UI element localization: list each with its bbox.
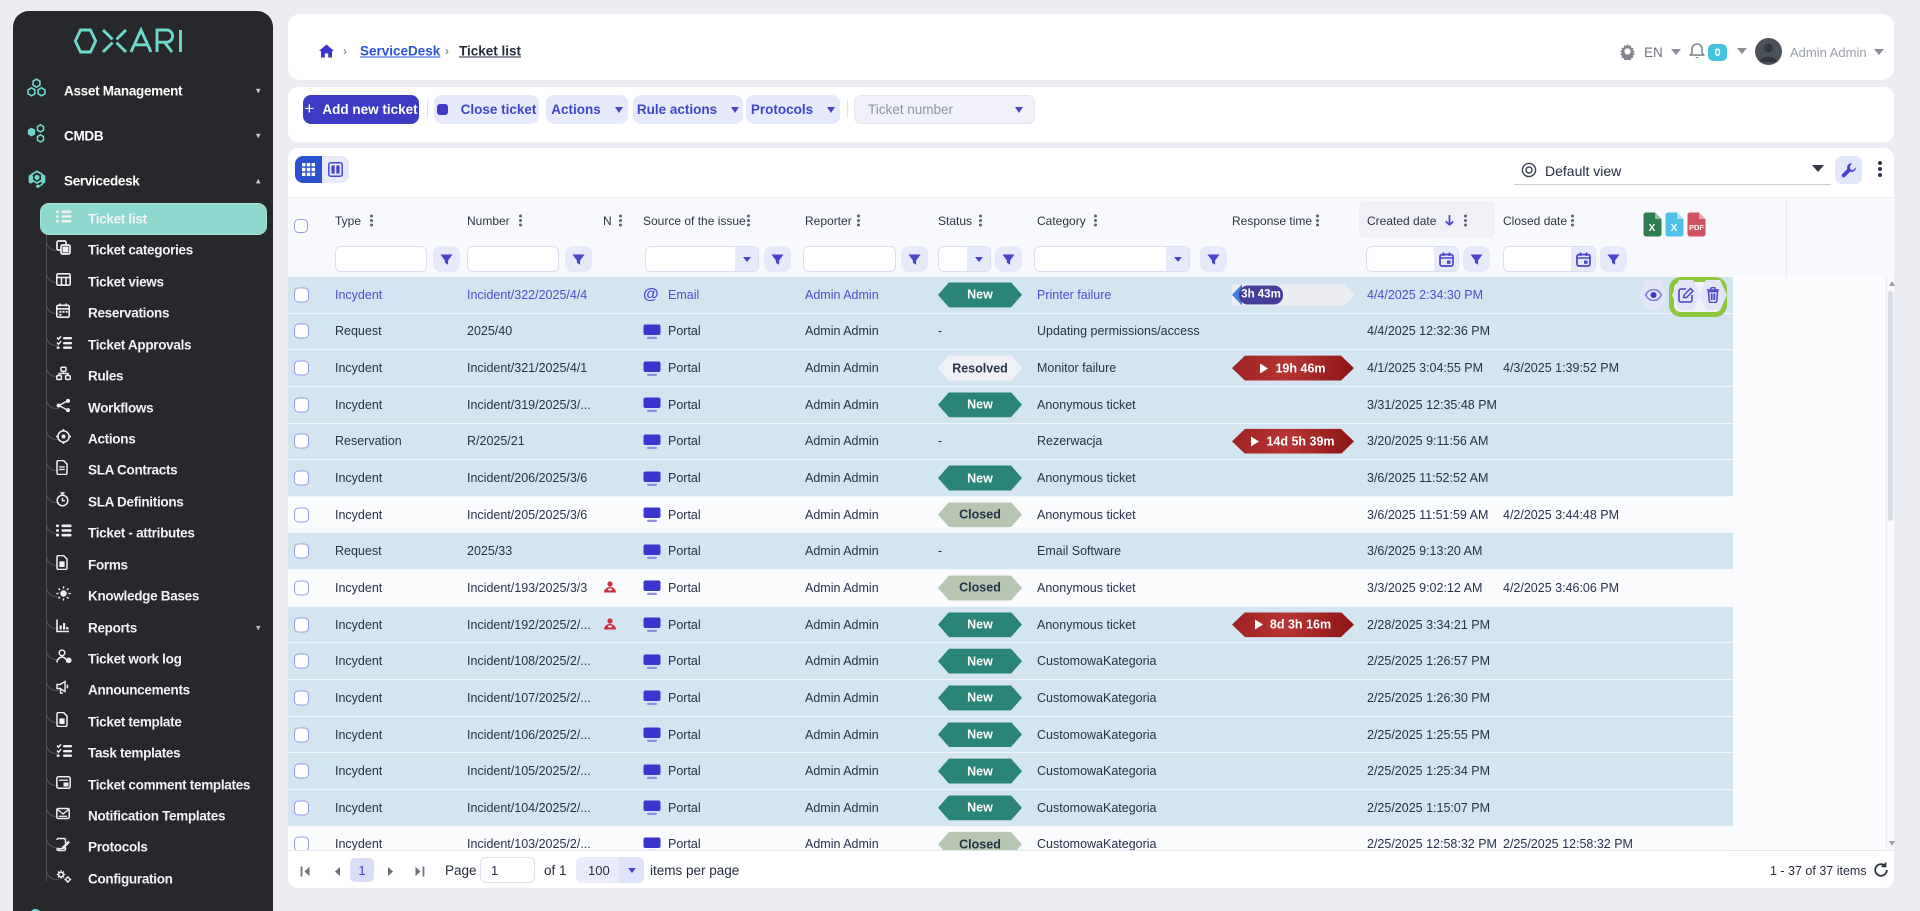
svg-text:PDF: PDF bbox=[1689, 223, 1704, 232]
svg-text:X: X bbox=[1671, 223, 1678, 234]
svg-text:X: X bbox=[1649, 223, 1656, 234]
